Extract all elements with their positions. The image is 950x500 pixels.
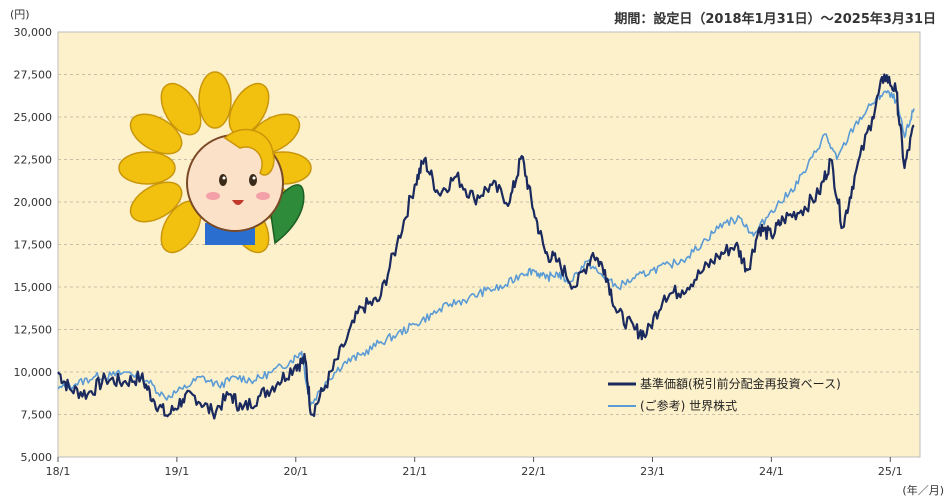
series-line-world-equity [57, 90, 915, 407]
series-lines [57, 73, 915, 420]
y-axis-unit: (円) [10, 8, 30, 21]
y-tick-label: 5,000 [21, 451, 53, 464]
x-tick-label: 18/1 [46, 465, 71, 478]
sunflower-mascot-icon [118, 71, 312, 254]
x-tick-label: 19/1 [165, 465, 190, 478]
y-tick-label: 30,000 [14, 26, 53, 39]
x-axis-ticks: 18/1 19/1 20/1 21/1 22/1 23/1 24/1 25/1 [46, 457, 903, 478]
y-tick-label: 22,500 [14, 154, 53, 167]
y-tick-label: 7,500 [21, 409, 53, 422]
legend-label-nav: 基準価額(税引前分配金再投資ベース) [640, 376, 841, 391]
x-tick-label: 23/1 [640, 465, 665, 478]
x-tick-label: 22/1 [521, 465, 546, 478]
x-tick-label: 21/1 [402, 465, 427, 478]
x-tick-label: 20/1 [283, 465, 308, 478]
series-line-nav [57, 73, 915, 420]
x-tick-label: 24/1 [759, 465, 784, 478]
y-tick-label: 15,000 [14, 281, 53, 294]
y-tick-label: 12,500 [14, 324, 53, 337]
legend: 基準価額(税引前分配金再投資ベース) (ご参考) 世界株式 [608, 376, 841, 413]
y-tick-label: 25,000 [14, 111, 53, 124]
y-tick-label: 10,000 [14, 366, 53, 379]
legend-label-world-equity: (ご参考) 世界株式 [640, 398, 737, 413]
x-tick-label: 25/1 [878, 465, 903, 478]
period-label: 期間：設定日（2018年1月31日）～2025年3月31日 [614, 12, 936, 27]
y-tick-label: 27,500 [14, 69, 53, 82]
y-tick-label: 20,000 [14, 196, 53, 209]
y-axis-ticks: 5,000 7,500 10,000 12,500 15,000 17,500 20,000… [14, 26, 53, 464]
y-tick-label: 17,500 [14, 239, 53, 252]
x-axis-unit: (年／月) [902, 484, 944, 497]
